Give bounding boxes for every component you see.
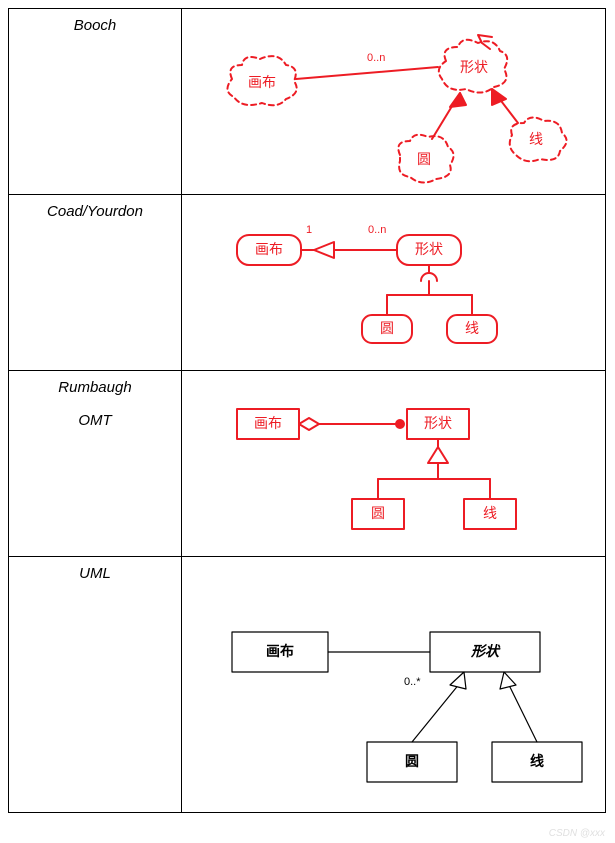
row-label: UML bbox=[79, 565, 111, 582]
node-label: 线 bbox=[529, 132, 543, 148]
row-label: Rumbaugh bbox=[9, 371, 181, 404]
label-cell-booch: Booch bbox=[9, 9, 182, 195]
assoc-canvas-shape bbox=[296, 67, 438, 79]
node-label: 形状 bbox=[424, 416, 452, 432]
watermark: CSDN @xxx bbox=[549, 828, 605, 839]
row-uml: UML 画布 形状 圆 线 0 bbox=[9, 557, 606, 813]
row-label: Coad/Yourdon bbox=[47, 203, 143, 220]
arrowhead-icon bbox=[450, 93, 466, 107]
hollow-arrow-icon bbox=[450, 672, 466, 689]
node-label: 线 bbox=[465, 321, 479, 337]
triangle-icon bbox=[428, 447, 448, 463]
node-label: 形状 bbox=[470, 643, 501, 660]
node-label: 圆 bbox=[417, 153, 431, 168]
node-label: 圆 bbox=[371, 507, 385, 522]
row-coad: Coad/Yourdon bbox=[9, 195, 606, 371]
node-label: 形状 bbox=[460, 60, 488, 76]
node-label: 形状 bbox=[415, 242, 443, 258]
node-label: 画布 bbox=[266, 643, 294, 660]
node-label: 线 bbox=[483, 506, 497, 522]
coad-diagram: 画布 形状 圆 线 1 0..n bbox=[182, 195, 605, 365]
hollow-arrow-icon bbox=[500, 672, 516, 689]
multiplicity-label: 0..* bbox=[404, 676, 421, 688]
node-label: 圆 bbox=[405, 754, 419, 770]
diagram-cell-coad: 画布 形状 圆 线 1 0..n bbox=[182, 195, 606, 371]
row-omt: Rumbaugh OMT bbox=[9, 371, 606, 557]
node-label: 画布 bbox=[254, 416, 282, 432]
multiplicity-label: 0..n bbox=[367, 52, 385, 64]
node-label: 画布 bbox=[248, 75, 276, 91]
node-label: 圆 bbox=[380, 322, 394, 337]
multiplicity-label: 0..n bbox=[368, 224, 386, 236]
diagram-cell-omt: 画布 形状 圆 线 bbox=[182, 371, 606, 557]
row-booch: Booch 画布 形 bbox=[9, 9, 606, 195]
row-label: Booch bbox=[74, 17, 117, 34]
label-cell-uml: UML bbox=[9, 557, 182, 813]
node-label: 画布 bbox=[255, 242, 283, 258]
hollow-triangle-icon bbox=[314, 242, 334, 258]
diamond-icon bbox=[299, 418, 319, 430]
label-cell-coad: Coad/Yourdon bbox=[9, 195, 182, 371]
dot-icon bbox=[396, 420, 404, 428]
notation-comparison-table: Booch 画布 形 bbox=[8, 8, 606, 813]
arrowhead-icon bbox=[492, 89, 506, 105]
semicircle-icon bbox=[421, 273, 437, 281]
uml-diagram: 画布 形状 圆 线 0..* bbox=[182, 557, 605, 807]
diagram-cell-booch: 画布 形状 圆 线 0..n bbox=[182, 9, 606, 195]
diagram-cell-uml: 画布 形状 圆 线 0..* bbox=[182, 557, 606, 813]
omt-diagram: 画布 形状 圆 线 bbox=[182, 371, 605, 551]
multiplicity-label: 1 bbox=[306, 224, 312, 236]
booch-diagram: 画布 形状 圆 线 0..n bbox=[182, 9, 605, 189]
node-label: 线 bbox=[530, 753, 544, 770]
label-cell-omt: Rumbaugh OMT bbox=[9, 371, 182, 557]
row-label: OMT bbox=[9, 404, 181, 437]
